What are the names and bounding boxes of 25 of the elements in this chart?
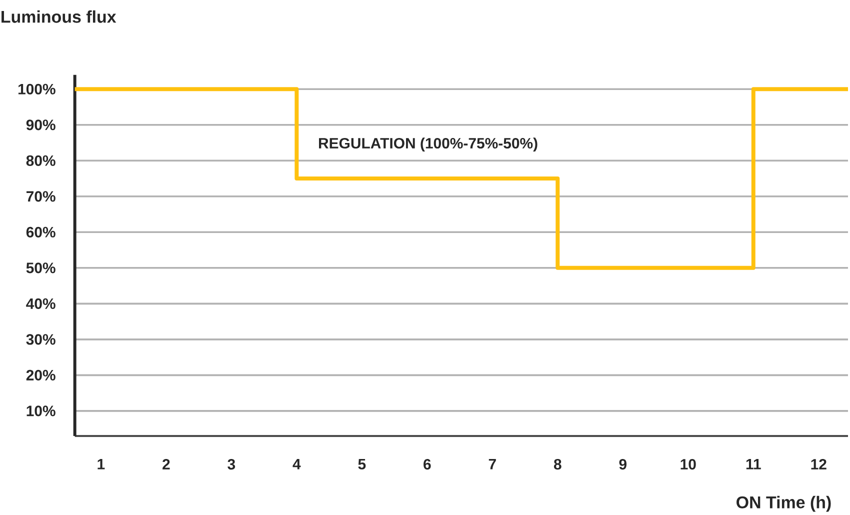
x-tick-label: 7: [488, 459, 496, 470]
x-tick-label: 8: [554, 459, 562, 470]
x-axis-title: ON Time (h): [736, 496, 831, 512]
x-tick-label: 2: [162, 459, 170, 470]
y-tick-label: 60%: [26, 226, 56, 238]
y-tick-label: 30%: [26, 334, 56, 345]
y-tick-label: 40%: [26, 298, 56, 310]
x-tick-label: 1: [98, 459, 105, 470]
x-tick-label: 5: [358, 459, 366, 470]
x-tick-label: 3: [228, 459, 236, 470]
x-tick-label: 9: [619, 459, 626, 470]
x-tick-label: 6: [424, 459, 431, 470]
y-tick-label: 20%: [26, 370, 56, 381]
x-tick-label: 4: [292, 459, 301, 470]
y-tick-label: 80%: [26, 155, 56, 166]
x-tick-label: 10: [680, 459, 696, 470]
annotation: REGULATION (100%-75%-50%): [319, 138, 538, 152]
x-tick-label: 12: [811, 459, 826, 470]
y-tick-label: 100%: [18, 84, 56, 95]
y-tick-label: 50%: [26, 262, 56, 274]
chart-title: Luminous flux: [2, 10, 116, 23]
y-tick-label: 10%: [26, 406, 56, 416]
y-tick-label: 70%: [26, 191, 56, 202]
y-tick-label: 90%: [26, 120, 56, 130]
x-tick-label: 11: [746, 459, 761, 470]
